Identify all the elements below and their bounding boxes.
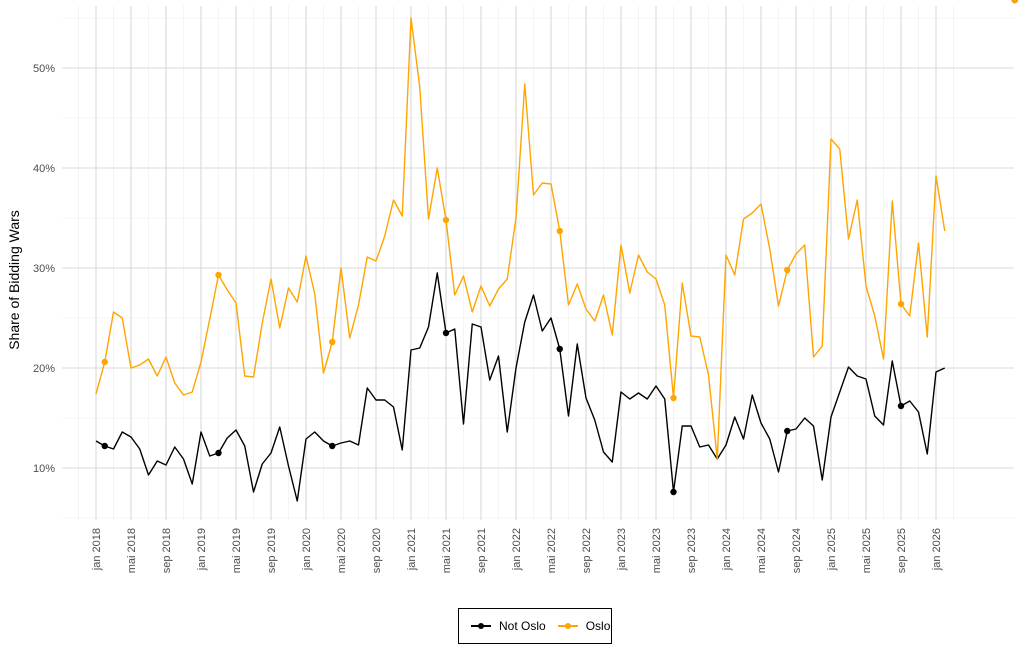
y-tick-label: 50%: [33, 63, 55, 75]
data-point-oslo: [784, 266, 791, 274]
y-tick-label: 40%: [33, 163, 55, 175]
data-point-not-oslo: [329, 442, 336, 450]
x-tick-label: mai 2023: [651, 528, 663, 573]
legend-label-oslo: Oslo: [585, 619, 611, 633]
x-axis-ticks: jan 2018 mai 2018 sep 2018 jan 2019 mai 2019…: [91, 528, 943, 573]
x-tick-label: jan 2026: [931, 528, 943, 571]
x-tick-label: sep 2018: [161, 528, 173, 573]
data-point-oslo: [442, 216, 450, 224]
legend: Not Oslo Oslo: [458, 608, 612, 644]
data-point-oslo: [897, 300, 905, 308]
x-tick-label: jan 2020: [301, 528, 313, 571]
x-tick-label: mai 2022: [546, 528, 558, 573]
x-tick-label: jan 2019: [196, 528, 208, 571]
data-point-not-oslo: [556, 345, 563, 353]
data-point-oslo: [670, 394, 677, 402]
data-point-oslo: [329, 338, 336, 346]
x-tick-label: jan 2025: [826, 528, 838, 571]
x-tick-label: jan 2022: [511, 528, 523, 571]
data-point-not-oslo: [670, 488, 677, 496]
legend-key-oslo: [556, 619, 580, 633]
legend-label-not-oslo: Not Oslo: [499, 619, 546, 633]
legend-item-not-oslo: Not Oslo: [469, 619, 546, 633]
series-markers: [101, 0, 1018, 496]
data-point-not-oslo: [101, 442, 108, 450]
x-tick-label: sep 2025: [896, 528, 908, 573]
legend-key-not-oslo: [469, 619, 493, 633]
major-gridlines-horizontal: [62, 67, 1014, 469]
data-point-not-oslo: [897, 402, 905, 410]
minor-gridlines-horizontal: [62, 17, 1014, 519]
x-tick-label: sep 2022: [581, 528, 593, 573]
x-tick-label: jan 2023: [616, 528, 628, 571]
data-point-oslo: [101, 358, 108, 366]
series-lines: [95, 17, 946, 502]
series-line-not-oslo: [95, 272, 946, 502]
data-point-not-oslo: [215, 449, 222, 457]
data-point-not-oslo: [442, 329, 450, 337]
x-tick-label: sep 2021: [476, 528, 488, 573]
x-tick-label: sep 2019: [266, 528, 278, 573]
x-tick-label: sep 2023: [686, 528, 698, 573]
y-tick-label: 30%: [33, 263, 55, 275]
x-tick-label: mai 2018: [126, 528, 138, 573]
data-point-oslo: [215, 271, 222, 279]
x-tick-label: jan 2018: [91, 528, 103, 571]
x-tick-label: jan 2021: [406, 528, 418, 571]
data-point-not-oslo: [784, 427, 791, 435]
y-tick-label: 20%: [33, 363, 55, 375]
data-point-oslo: [1011, 0, 1018, 4]
x-tick-label: mai 2019: [231, 528, 243, 573]
minor-gridlines-vertical: [78, 6, 954, 520]
data-point-oslo: [556, 227, 563, 235]
x-tick-label: mai 2020: [336, 528, 348, 573]
x-tick-label: mai 2025: [861, 528, 873, 573]
y-axis-title: Share of Bidding Wars: [6, 210, 22, 350]
y-tick-label: 10%: [33, 463, 55, 475]
x-tick-label: jan 2024: [721, 528, 733, 571]
x-tick-label: sep 2024: [791, 528, 803, 573]
legend-item-oslo: Oslo: [556, 619, 611, 633]
x-tick-label: mai 2021: [441, 528, 453, 573]
major-gridlines-vertical: [95, 6, 937, 520]
x-tick-label: sep 2020: [371, 528, 383, 573]
y-axis-ticks: 10% 20% 30% 40% 50%: [33, 63, 55, 475]
series-line-oslo: [95, 17, 946, 460]
x-tick-label: mai 2024: [756, 528, 768, 573]
